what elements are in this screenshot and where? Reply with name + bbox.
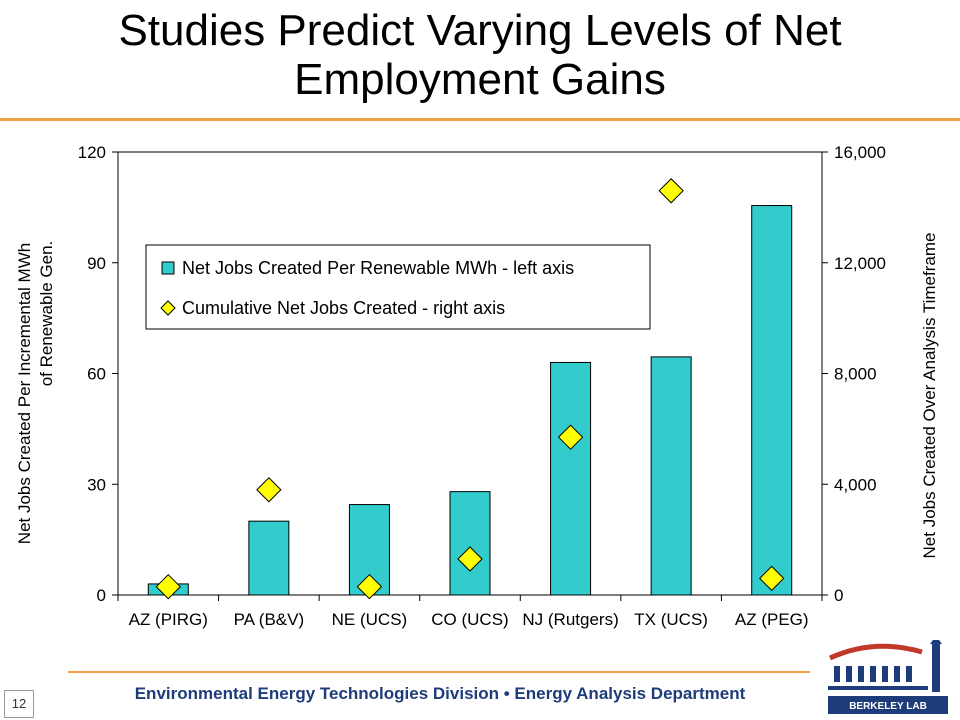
x-axis-tick-label: TX (UCS)	[634, 610, 708, 629]
bar	[550, 361, 592, 596]
left-axis-tick-label: 30	[87, 475, 106, 494]
legend-swatch-diamond	[160, 300, 176, 316]
bar	[449, 491, 491, 596]
left-axis-title: Net Jobs Created Per Incremental MWh of R…	[15, 241, 56, 544]
bar	[751, 205, 793, 596]
legend-swatch-bar	[161, 261, 175, 275]
footer-text: Environmental Energy Technologies Divisi…	[134, 684, 746, 703]
right-axis-tick-label: 8,000	[834, 365, 877, 384]
right-axis-title-text: Net Jobs Created Over Analysis Timeframe	[920, 233, 939, 559]
diamond-marker	[155, 573, 181, 600]
bar-chart: 0 30 60 90 120 0 4,000 8,000 12,000 16,000 AZ (PIR…	[15, 143, 939, 629]
right-axis-tick-label: 12,000	[834, 254, 886, 273]
right-axis-tick-label: 0	[834, 586, 843, 605]
right-axis-tick-label: 4,000	[834, 475, 877, 494]
left-axis-title-line: Net Jobs Created Per Incremental MWh	[15, 243, 34, 544]
x-axis-tick-label: PA (B&V)	[234, 610, 305, 629]
page-number: 12	[4, 690, 34, 718]
footer-divider	[68, 671, 810, 673]
x-axis-tick-label: AZ (PEG)	[735, 610, 809, 629]
berkeley-lab-logo: BERKELEY LAB	[828, 640, 948, 714]
x-axis-tick-label: NE (UCS)	[332, 610, 408, 629]
legend-label-bars: Net Jobs Created Per Renewable MWh - lef…	[182, 258, 574, 278]
diamond-marker	[356, 573, 383, 600]
diamond-marker	[457, 546, 483, 572]
left-axis-tick-label: 0	[97, 586, 106, 605]
legend-label-markers: Cumulative Net Jobs Created - right axis	[182, 298, 505, 318]
diamond-marker	[759, 565, 785, 592]
slide-title: Studies Predict Varying Levels of Net Em…	[118, 6, 842, 104]
right-axis-title: Net Jobs Created Over Analysis Timeframe	[920, 233, 939, 559]
left-axis-tick-label: 60	[87, 365, 106, 384]
bar	[248, 520, 290, 596]
left-axis-tick-label: 120	[78, 143, 106, 162]
bar	[650, 356, 692, 596]
left-axis-tick-label: 90	[87, 254, 106, 273]
title-divider	[0, 118, 960, 121]
logo-text: BERKELEY LAB	[849, 701, 927, 712]
x-axis-tick-label: NJ (Rutgers)	[522, 610, 618, 629]
diamond-marker	[557, 424, 584, 450]
legend-box	[145, 244, 651, 330]
diamond-marker	[658, 178, 684, 204]
diamond-marker	[256, 477, 282, 503]
left-axis-title-line: of Renewable Gen.	[37, 241, 56, 387]
x-axis-tick-label: AZ (PIRG)	[129, 610, 208, 629]
x-axis-tick-label: CO (UCS)	[431, 610, 508, 629]
right-axis-tick-label: 16,000	[834, 143, 886, 162]
